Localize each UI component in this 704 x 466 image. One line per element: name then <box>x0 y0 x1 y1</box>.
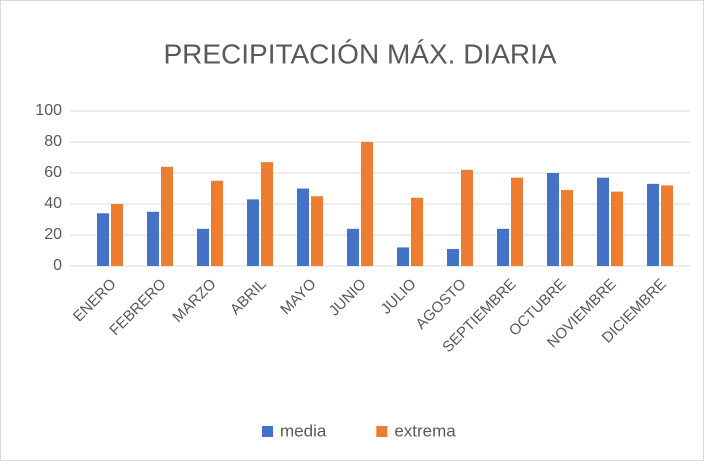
y-tick-label: 40 <box>44 195 62 212</box>
y-tick-label: 60 <box>44 164 62 181</box>
bar <box>447 248 459 266</box>
bar <box>411 197 423 266</box>
bar <box>561 190 573 266</box>
bar <box>547 173 559 266</box>
y-tick-label: 20 <box>44 226 62 243</box>
bar <box>111 204 123 266</box>
bar <box>211 180 223 266</box>
bar <box>197 228 209 266</box>
bar <box>161 166 173 266</box>
y-tick-label: 0 <box>53 257 62 274</box>
bar <box>597 177 609 266</box>
bar <box>497 228 509 266</box>
y-tick-label: 80 <box>44 133 62 150</box>
bar <box>361 142 373 266</box>
bar <box>611 191 623 266</box>
bar <box>97 213 109 266</box>
bar <box>247 199 259 266</box>
bar <box>261 162 273 266</box>
bar <box>311 196 323 266</box>
y-tick-label: 100 <box>35 102 62 119</box>
bar <box>461 169 473 266</box>
bar <box>297 188 309 266</box>
bar <box>511 177 523 266</box>
chart-title: PRECIPITACIÓN MÁX. DIARIA <box>163 38 556 69</box>
bar <box>661 185 673 266</box>
legend-label: extrema <box>394 421 456 440</box>
bar <box>147 211 159 266</box>
legend-swatch <box>262 426 273 437</box>
legend-label: media <box>280 421 327 440</box>
bar <box>347 228 359 266</box>
bar <box>647 183 659 266</box>
bar <box>397 247 409 266</box>
legend-swatch <box>376 426 388 437</box>
